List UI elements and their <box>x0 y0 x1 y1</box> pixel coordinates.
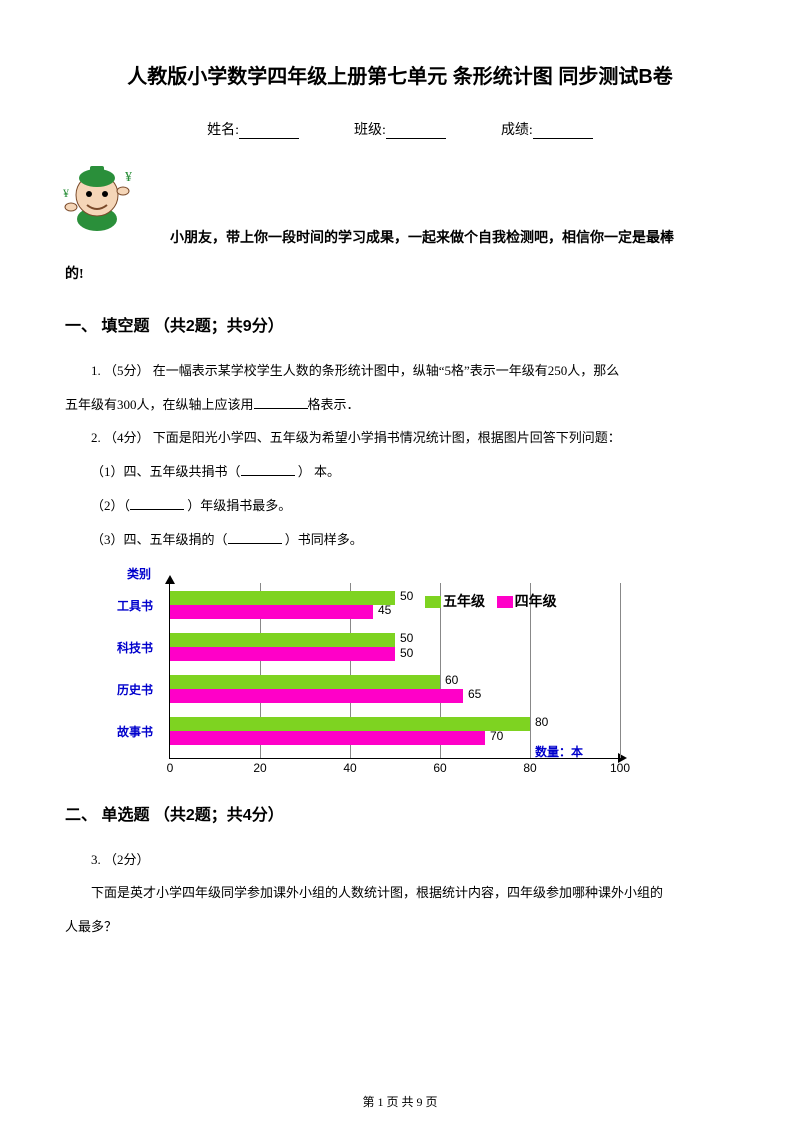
encourage-line2: 的! <box>65 257 735 293</box>
y-axis-title: 类别 <box>127 565 151 582</box>
q2-2-blank[interactable] <box>130 498 184 510</box>
bar-tools-grade5-value: 50 <box>400 589 413 603</box>
name-label: 姓名: <box>207 119 239 139</box>
question-2-intro: 2. （4分） 下面是阳光小学四、五年级为希望小学捐书情况统计图，根据图片回答下… <box>65 421 735 455</box>
q1-part-a: 1. （5分） 在一幅表示某学校学生人数的条形统计图中，纵轴“5格”表示一年级有… <box>91 363 619 378</box>
mascot-icon: ¥ ¥ <box>57 161 139 240</box>
bar-tools-grade4-value: 45 <box>378 603 391 617</box>
legend-swatch-grade5 <box>425 596 441 608</box>
bar-story-grade5 <box>170 717 530 731</box>
donation-bar-chart: 类别 50 45 50 50 60 65 <box>95 565 655 783</box>
q2-1b: ） 本。 <box>295 464 341 479</box>
section-2-heading: 二、 单选题 （共2题；共4分） <box>65 801 735 825</box>
q2-2a: （2）（ <box>91 498 130 513</box>
score-blank[interactable] <box>533 125 593 139</box>
bar-science-grade4-value: 50 <box>400 646 413 660</box>
student-info-line: 姓名: 班级: 成绩: <box>65 119 735 139</box>
bar-history-grade4 <box>170 689 463 703</box>
legend-swatch-grade4 <box>497 596 513 608</box>
score-label: 成绩: <box>501 119 533 139</box>
bar-history-grade5 <box>170 675 440 689</box>
q2-3b: ）书同样多。 <box>282 532 363 547</box>
question-2-3: （3）四、五年级捐的（ ）书同样多。 <box>65 523 735 557</box>
name-blank[interactable] <box>239 125 299 139</box>
xtick-20: 20 <box>245 761 275 775</box>
bar-tools-grade4 <box>170 605 373 619</box>
bar-history-grade5-value: 60 <box>445 673 458 687</box>
svg-text:¥: ¥ <box>125 170 132 185</box>
bar-history-grade4-value: 65 <box>468 687 481 701</box>
question-1: 1. （5分） 在一幅表示某学校学生人数的条形统计图中，纵轴“5格”表示一年级有… <box>65 354 735 388</box>
page-title: 人教版小学数学四年级上册第七单元 条形统计图 同步测试B卷 <box>65 60 735 89</box>
bar-story-grade5-value: 80 <box>535 715 548 729</box>
q1-part-b: 五年级有300人，在纵轴上应该用 <box>65 397 254 412</box>
q1-part-c: 格表示． <box>308 397 360 412</box>
question-3-points: 3. （2分） <box>65 843 735 877</box>
xtick-40: 40 <box>335 761 365 775</box>
question-3-body: 下面是英才小学四年级同学参加课外小组的人数统计图，根据统计内容，四年级参加哪种课… <box>65 876 735 910</box>
bar-story-grade4-value: 70 <box>490 729 503 743</box>
bar-tools-grade5 <box>170 591 395 605</box>
xtick-100: 100 <box>605 761 635 775</box>
svg-text:¥: ¥ <box>63 186 69 200</box>
bar-story-grade4 <box>170 731 485 745</box>
q2-1a: （1）四、五年级共捐书（ <box>91 464 241 479</box>
page-footer: 第 1 页 共 9 页 <box>0 1093 800 1110</box>
q2-3a: （3）四、五年级捐的（ <box>91 532 228 547</box>
encourage-line1: 小朋友，带上你一段时间的学习成果，一起来做个自我检测吧，相信你一定是最棒 <box>65 221 735 257</box>
class-blank[interactable] <box>386 125 446 139</box>
legend-label-grade4: 四年级 <box>515 593 557 609</box>
class-label: 班级: <box>354 119 386 139</box>
cat-tools: 工具书 <box>117 597 153 614</box>
q1-blank[interactable] <box>254 397 308 409</box>
question-1-cont: 五年级有300人，在纵轴上应该用 格表示． <box>65 388 735 422</box>
x-axis-title: 数量：本 <box>535 743 583 760</box>
section-1-heading: 一、 填空题 （共2题；共9分） <box>65 312 735 336</box>
encouragement-text: 小朋友，带上你一段时间的学习成果，一起来做个自我检测吧，相信你一定是最棒 的! <box>65 171 735 294</box>
xtick-60: 60 <box>425 761 455 775</box>
xtick-80: 80 <box>515 761 545 775</box>
q2-3-blank[interactable] <box>228 532 282 544</box>
cat-science: 科技书 <box>117 639 153 656</box>
cat-story: 故事书 <box>117 723 153 740</box>
question-2-1: （1）四、五年级共捐书（ ） 本。 <box>65 455 735 489</box>
q2-2b: ）年级捐书最多。 <box>184 498 291 513</box>
question-3-body2: 人最多？ <box>65 910 735 944</box>
xtick-0: 0 <box>155 761 185 775</box>
bar-science-grade4 <box>170 647 395 661</box>
legend: 五年级 四年级 <box>425 591 557 611</box>
cat-history: 历史书 <box>117 681 153 698</box>
y-axis-arrow-icon <box>165 575 175 584</box>
bar-science-grade5-value: 50 <box>400 631 413 645</box>
legend-label-grade5: 五年级 <box>443 593 485 609</box>
question-2-2: （2）（ ）年级捐书最多。 <box>65 489 735 523</box>
bar-science-grade5 <box>170 633 395 647</box>
q2-1-blank[interactable] <box>241 464 295 476</box>
